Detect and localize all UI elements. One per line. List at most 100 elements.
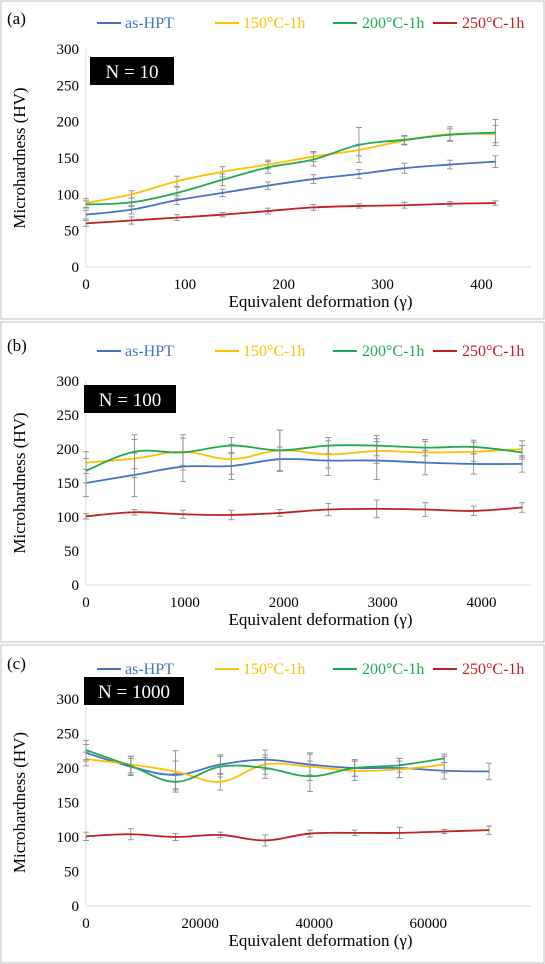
legend-entry: 200°C-1h xyxy=(333,661,424,678)
y-tick-label: 250 xyxy=(57,727,80,743)
y-tick-label: 0 xyxy=(72,578,80,594)
x-tick-label: 1000 xyxy=(170,595,200,611)
legend-entry: 150°C-1h xyxy=(215,343,305,360)
x-tick-label: 400 xyxy=(470,277,493,293)
y-tick-label: 100 xyxy=(57,510,80,526)
legend-entry: 200°C-1h xyxy=(333,15,424,32)
x-tick-label: 20000 xyxy=(181,916,219,932)
y-tick-label: 0 xyxy=(72,260,80,276)
series-line xyxy=(85,131,496,206)
y-tick-label: 50 xyxy=(64,865,79,881)
legend-label: 150°C-1h xyxy=(243,15,305,32)
legend-entry: as-HPT xyxy=(97,661,174,678)
y-tick-label: 50 xyxy=(64,224,79,240)
x-axis-label: Equivalent deformation (γ) xyxy=(228,610,412,629)
y-tick-label: 150 xyxy=(57,476,80,492)
x-tick-label: 0 xyxy=(82,595,90,611)
legend-label: as-HPT xyxy=(125,343,174,360)
y-axis-label: Microhardness (HV) xyxy=(10,412,29,553)
n-annotation-text: N = 100 xyxy=(99,390,161,411)
legend-label: as-HPT xyxy=(125,661,174,678)
y-tick-label: 300 xyxy=(57,42,80,58)
panel-tag: (b) xyxy=(7,336,27,355)
legend-entry: 250°C-1h xyxy=(433,343,524,360)
series-as-HPT xyxy=(83,441,526,498)
n-annotation-box xyxy=(84,677,184,705)
y-tick-label: 100 xyxy=(57,187,80,203)
x-tick-label: 4000 xyxy=(467,595,497,611)
error-bar xyxy=(441,753,448,763)
series-line xyxy=(85,749,445,783)
legend-label: 200°C-1h xyxy=(362,661,424,678)
y-tick-label: 200 xyxy=(57,115,80,131)
legend-label: as-HPT xyxy=(125,15,174,32)
n-annotation: N = 10 xyxy=(90,57,174,85)
legend-entry: 250°C-1h xyxy=(433,15,524,32)
y-tick-label: 50 xyxy=(64,544,79,560)
y-tick-label: 300 xyxy=(57,374,80,390)
series-line xyxy=(85,160,496,216)
series-200C xyxy=(83,429,526,484)
chart-panel-1: 0 50 100 150 200 250 300 0 100 200 300 400 Equivalen… xyxy=(0,0,545,320)
y-axis-label: Microhardness (HV) xyxy=(10,87,29,228)
y-tick-label: 150 xyxy=(57,796,80,812)
series-line xyxy=(85,132,496,204)
legend-label: 150°C-1h xyxy=(243,661,305,678)
legend-entry: 150°C-1h xyxy=(215,661,305,678)
series-150C xyxy=(83,429,526,479)
panel-frame xyxy=(0,321,545,643)
n-annotation-text: N = 10 xyxy=(106,62,159,83)
y-tick-label: 0 xyxy=(72,899,80,915)
x-tick-label: 60000 xyxy=(410,916,448,932)
panel-tag: (c) xyxy=(7,654,26,673)
n-annotation-box xyxy=(90,57,174,85)
series-250C xyxy=(83,200,499,227)
x-tick-label: 200 xyxy=(273,277,296,293)
legend-label: 200°C-1h xyxy=(362,343,424,360)
x-tick-label: 3000 xyxy=(368,595,398,611)
chart-panel-3: 0 50 100 150 200 250 300 0 20000 40000 60000Equiva… xyxy=(0,644,545,964)
series-line xyxy=(85,751,490,776)
legend-entry: as-HPT xyxy=(97,343,174,360)
x-tick-label: 0 xyxy=(82,916,90,932)
legend-entry: as-HPT xyxy=(97,15,174,32)
legend-entry: 250°C-1h xyxy=(433,661,524,678)
series-line xyxy=(85,506,523,518)
y-tick-label: 150 xyxy=(57,151,80,167)
error-bar xyxy=(492,119,499,147)
n-annotation: N = 1000 xyxy=(84,677,184,705)
y-tick-label: 100 xyxy=(57,830,80,846)
series-250C xyxy=(83,825,493,847)
error-bar xyxy=(519,445,526,460)
legend-entry: 200°C-1h xyxy=(333,343,424,360)
x-axis-label: Equivalent deformation (γ) xyxy=(228,931,412,950)
series-line xyxy=(85,444,523,472)
panel-frame xyxy=(0,644,545,964)
n-annotation-box xyxy=(84,385,176,413)
series-200C xyxy=(83,739,448,792)
x-axis-label: Equivalent deformation (γ) xyxy=(228,292,412,311)
legend-label: 150°C-1h xyxy=(243,343,305,360)
legend-entry: 150°C-1h xyxy=(215,15,305,32)
legend-label: 250°C-1h xyxy=(462,15,524,32)
legend-label: 200°C-1h xyxy=(362,15,424,32)
y-tick-label: 200 xyxy=(57,442,80,458)
x-tick-label: 0 xyxy=(82,277,90,293)
x-tick-label: 40000 xyxy=(295,916,333,932)
series-line xyxy=(85,458,523,484)
y-tick-label: 250 xyxy=(57,408,80,424)
n-annotation: N = 100 xyxy=(84,385,176,413)
y-axis-label: Microhardness (HV) xyxy=(10,732,29,873)
series-200C xyxy=(83,119,499,209)
panel-frame xyxy=(0,0,545,320)
x-tick-label: 2000 xyxy=(269,595,299,611)
series-line xyxy=(85,448,523,464)
y-tick-label: 200 xyxy=(57,761,80,777)
series-line xyxy=(85,829,490,842)
series-250C xyxy=(83,499,526,521)
x-tick-label: 300 xyxy=(371,277,394,293)
legend-label: 250°C-1h xyxy=(462,661,524,678)
y-tick-label: 250 xyxy=(57,78,80,94)
